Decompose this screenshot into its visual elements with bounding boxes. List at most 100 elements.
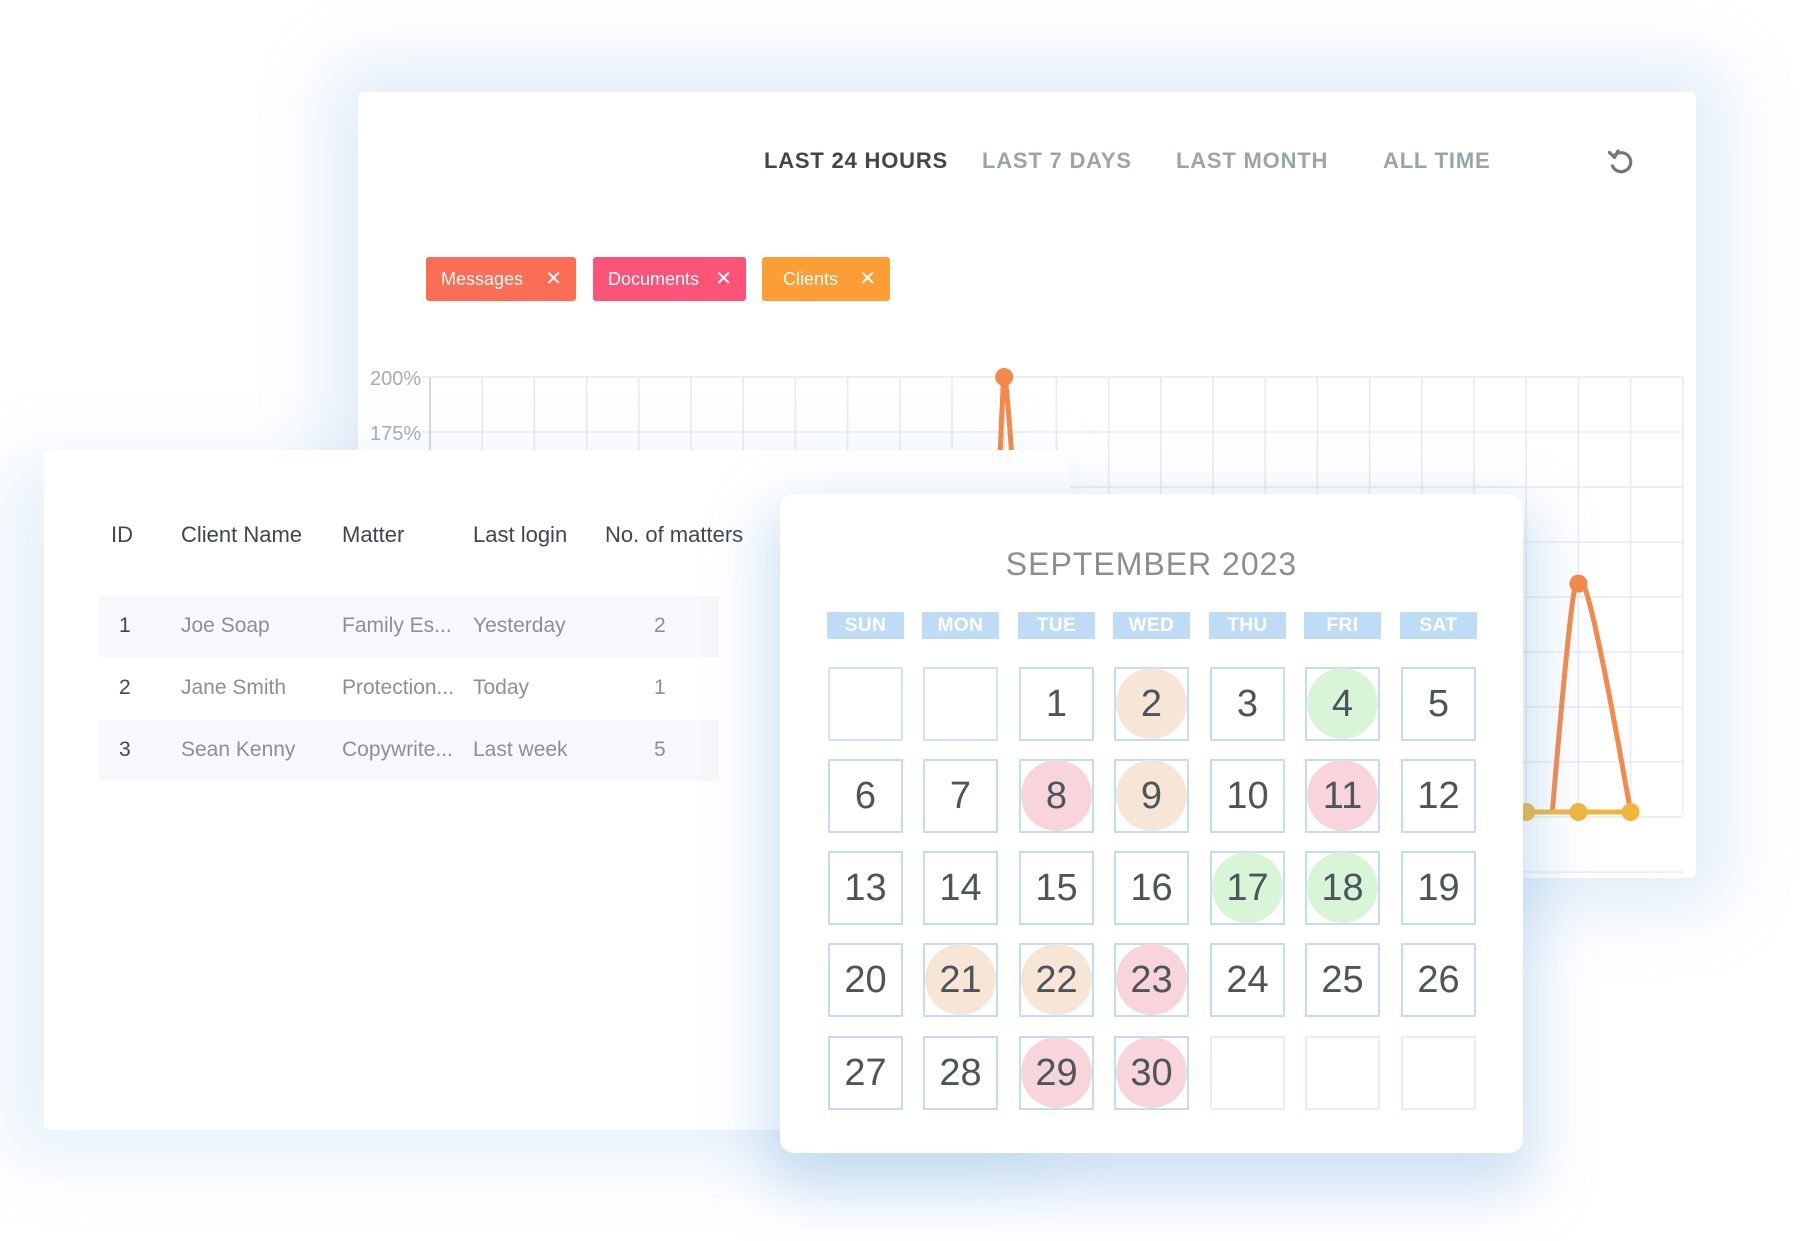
calendar-day-3[interactable]: 3	[1210, 667, 1285, 741]
day-number: 16	[1130, 866, 1173, 909]
cell-last-login: Last week	[473, 738, 568, 761]
calendar-day-11[interactable]: 11	[1305, 759, 1380, 833]
day-number: 23	[1130, 958, 1173, 1001]
calendar-empty-cell	[923, 667, 998, 741]
close-icon[interactable]: ✕	[859, 268, 876, 290]
calendar-day-22[interactable]: 22	[1019, 943, 1094, 1017]
day-number: 17	[1226, 866, 1269, 909]
cell-id: 3	[119, 738, 131, 761]
day-number: 22	[1035, 958, 1078, 1001]
calendar-day-8[interactable]: 8	[1019, 759, 1094, 833]
calendar-day-24[interactable]: 24	[1210, 943, 1285, 1017]
weekday-label-sun: SUN	[827, 612, 904, 639]
calendar-day-30[interactable]: 30	[1114, 1036, 1189, 1110]
day-number: 25	[1321, 958, 1364, 1001]
column-header-last-login[interactable]: Last login	[473, 522, 568, 547]
calendar-day-21[interactable]: 21	[923, 943, 998, 1017]
column-header-matter[interactable]: Matter	[342, 522, 405, 547]
filter-chip-clients[interactable]: Clients ✕	[762, 257, 890, 301]
calendar-day-2[interactable]: 2	[1114, 667, 1189, 741]
calendar-day-16[interactable]: 16	[1114, 851, 1189, 925]
calendar-day-7[interactable]: 7	[923, 759, 998, 833]
day-highlight-marker	[1116, 668, 1187, 739]
table-row[interactable]: 2 Jane Smith Protection... Today 1	[99, 658, 719, 719]
day-highlight-marker	[1116, 760, 1187, 831]
weekday-label-tue: TUE	[1018, 612, 1095, 639]
day-highlight-marker	[1021, 1037, 1092, 1108]
calendar-day-1[interactable]: 1	[1019, 667, 1094, 741]
filter-chip-messages[interactable]: Messages ✕	[426, 257, 576, 301]
refresh-icon[interactable]	[1606, 147, 1636, 177]
weekday-label-sat: SAT	[1400, 612, 1477, 639]
calendar-day-25[interactable]: 25	[1305, 943, 1380, 1017]
calendar-month-title: SEPTEMBER 2023	[1005, 546, 1298, 582]
cell-last-login: Today	[473, 676, 530, 699]
calendar-day-13[interactable]: 13	[828, 851, 903, 925]
day-number: 18	[1321, 866, 1364, 909]
tab-all-time[interactable]: ALL TIME	[1383, 148, 1491, 173]
filter-chip-label: Documents	[608, 269, 700, 289]
column-header-id[interactable]: ID	[111, 522, 133, 547]
filter-chip-label: Messages	[441, 269, 524, 289]
tab-last-month[interactable]: LAST MONTH	[1176, 148, 1329, 173]
calendar-day-10[interactable]: 10	[1210, 759, 1285, 833]
day-number: 1	[1045, 682, 1068, 725]
cell-matter-count: 5	[654, 738, 666, 761]
cell-client-name: Joe Soap	[181, 614, 270, 637]
calendar-empty-cell	[1305, 1036, 1380, 1110]
weekday-label-thu: THU	[1209, 612, 1286, 639]
calendar-day-23[interactable]: 23	[1114, 943, 1189, 1017]
calendar-day-6[interactable]: 6	[828, 759, 903, 833]
table-row[interactable]: 3 Sean Kenny Copywrite... Last week 5	[99, 720, 719, 781]
day-number: 24	[1226, 958, 1269, 1001]
cell-client-name: Jane Smith	[181, 676, 287, 699]
calendar-day-5[interactable]: 5	[1401, 667, 1476, 741]
calendar-empty-cell	[1210, 1036, 1285, 1110]
data-point	[1569, 803, 1588, 821]
y-axis-tick-label: 200%	[370, 368, 421, 390]
calendar-day-9[interactable]: 9	[1114, 759, 1189, 833]
column-header-client-name[interactable]: Client Name	[181, 522, 303, 547]
day-number: 12	[1417, 774, 1460, 817]
calendar-day-28[interactable]: 28	[923, 1036, 998, 1110]
calendar-day-29[interactable]: 29	[1019, 1036, 1094, 1110]
day-number: 9	[1140, 774, 1163, 817]
column-header-no-of-matters[interactable]: No. of matters	[605, 522, 744, 547]
day-number: 14	[939, 866, 982, 909]
day-number: 2	[1140, 682, 1163, 725]
calendar-day-4[interactable]: 4	[1305, 667, 1380, 741]
cell-id: 1	[119, 614, 131, 637]
filter-chip-documents[interactable]: Documents ✕	[593, 257, 746, 301]
day-number: 20	[844, 958, 887, 1001]
day-number: 7	[949, 774, 972, 817]
tab-last-24-hours[interactable]: LAST 24 HOURS	[764, 148, 948, 173]
calendar-day-20[interactable]: 20	[828, 943, 903, 1017]
table-row[interactable]: 1 Joe Soap Family Es... Yesterday 2	[99, 596, 719, 657]
day-highlight-marker	[1307, 668, 1378, 739]
tab-last-7-days[interactable]: LAST 7 DAYS	[982, 148, 1132, 173]
close-icon[interactable]: ✕	[715, 268, 732, 290]
calendar-day-15[interactable]: 15	[1019, 851, 1094, 925]
cell-client-name: Sean Kenny	[181, 738, 296, 761]
calendar-day-18[interactable]: 18	[1305, 851, 1380, 925]
calendar-empty-cell	[1401, 1036, 1476, 1110]
calendar-day-12[interactable]: 12	[1401, 759, 1476, 833]
calendar-day-19[interactable]: 19	[1401, 851, 1476, 925]
cell-matter: Protection...	[342, 676, 455, 699]
day-number: 4	[1331, 682, 1354, 725]
close-icon[interactable]: ✕	[545, 268, 562, 290]
day-number: 28	[939, 1051, 982, 1094]
data-point	[1569, 574, 1588, 593]
data-point	[1621, 803, 1640, 821]
time-range-tabs: LAST 24 HOURS LAST 7 DAYS LAST MONTH ALL…	[358, 148, 1696, 198]
calendar-day-14[interactable]: 14	[923, 851, 998, 925]
calendar-day-17[interactable]: 17	[1210, 851, 1285, 925]
calendar-day-27[interactable]: 27	[828, 1036, 903, 1110]
day-number: 26	[1417, 958, 1460, 1001]
day-number: 15	[1035, 866, 1078, 909]
day-highlight-marker	[1307, 760, 1378, 831]
y-axis-tick-label: 175%	[370, 423, 421, 445]
calendar-day-26[interactable]: 26	[1401, 943, 1476, 1017]
day-highlight-marker	[1116, 944, 1187, 1015]
data-point	[995, 368, 1014, 386]
